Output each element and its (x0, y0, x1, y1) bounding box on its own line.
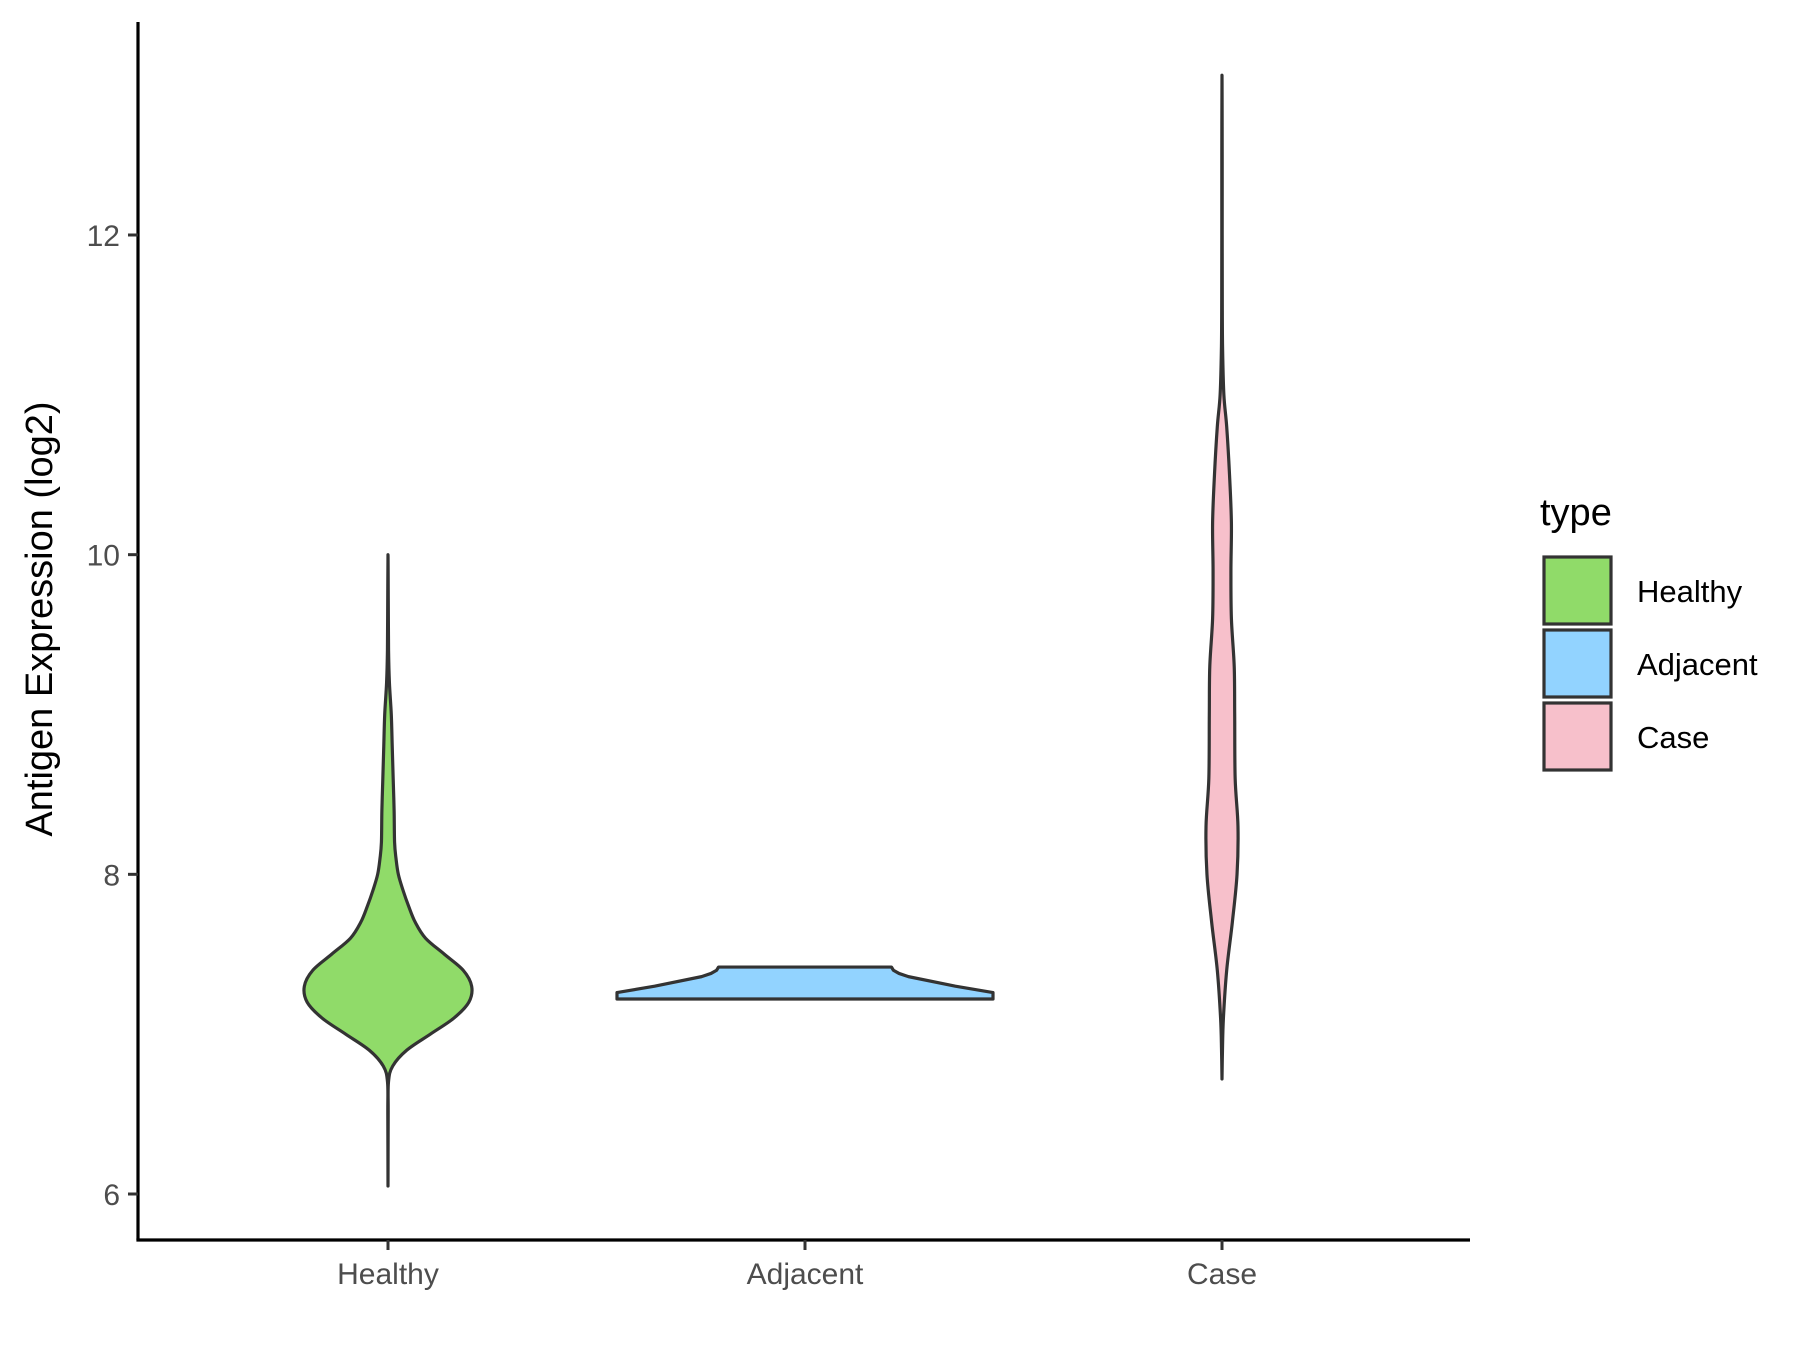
violin-healthy (302, 553, 474, 1188)
y-axis-title: Antigen Expression (log2) (19, 401, 61, 836)
legend-title: type (1540, 492, 1612, 534)
y-tick-label: 8 (103, 859, 120, 892)
legend: type Healthy Adjacent Case (1540, 492, 1758, 772)
legend-label-adjacent: Adjacent (1637, 647, 1758, 682)
violin-case (1204, 73, 1240, 1081)
violin-layer (302, 73, 1240, 1188)
x-tick-label: Adjacent (747, 1258, 864, 1291)
legend-label-healthy: Healthy (1637, 574, 1743, 609)
y-tick-label: 6 (103, 1179, 120, 1212)
legend-swatch-healthy (1542, 555, 1613, 626)
axes: 6 8 10 12 Healthy Adjacent Case (87, 22, 1470, 1291)
y-tick-label: 12 (87, 220, 120, 253)
x-tick-label: Case (1187, 1258, 1257, 1291)
y-tick-label: 10 (87, 540, 120, 573)
violin-adjacent (615, 965, 995, 1001)
x-tick-label: Healthy (337, 1258, 439, 1291)
legend-label-case: Case (1637, 720, 1709, 755)
legend-swatch-adjacent (1542, 628, 1613, 699)
legend-swatch-case (1542, 701, 1613, 772)
